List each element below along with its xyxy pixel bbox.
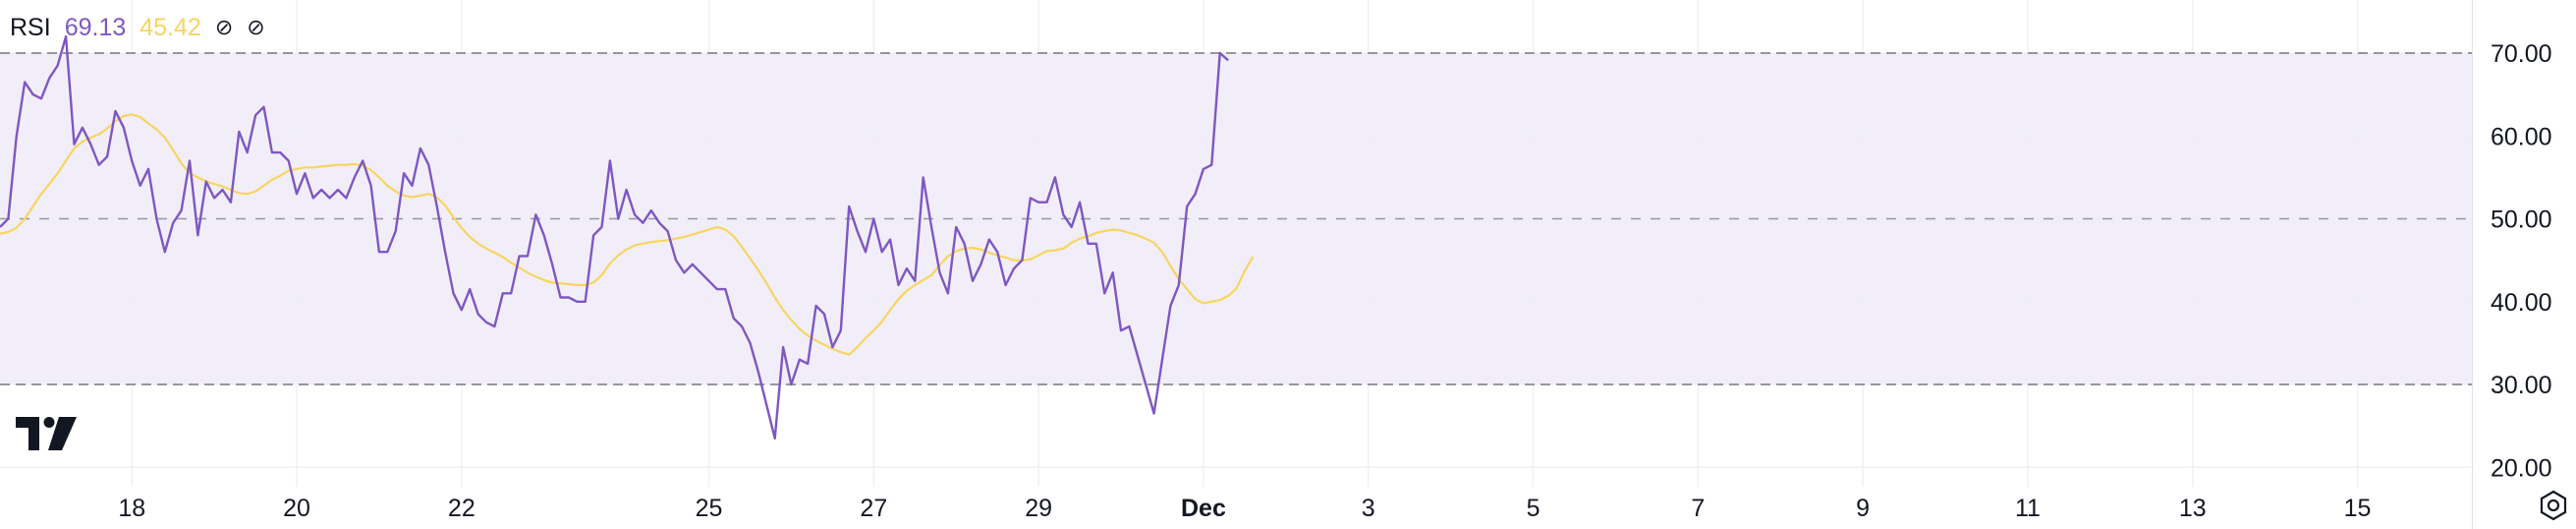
x-tick-label: 5 xyxy=(1527,495,1540,522)
x-tick-label: 11 xyxy=(2015,495,2041,522)
x-tick-label: 29 xyxy=(1025,495,1052,522)
x-tick-label: Dec xyxy=(1181,495,1226,522)
plot-series xyxy=(0,34,1255,440)
x-tick-label: 25 xyxy=(696,495,723,522)
y-tick-label: 30.00 xyxy=(2491,372,2552,399)
x-tick-label: 27 xyxy=(860,495,887,522)
y-tick-label: 60.00 xyxy=(2491,123,2552,150)
y-tick-label: 50.00 xyxy=(2491,206,2552,234)
x-tick-label: 15 xyxy=(2344,495,2372,522)
rsi-ma-value: 45.42 xyxy=(140,13,201,41)
rsi-value: 69.13 xyxy=(64,13,127,41)
indicator-legend[interactable]: RSI 69.13 45.42 ⊘ ⊘ xyxy=(10,8,265,47)
time-axis[interactable]: 18 20 22 25 27 29 Dec 3 5 7 9 11 13 15 xyxy=(118,495,2371,522)
x-tick-label: 13 xyxy=(2179,495,2207,522)
y-tick-label: 70.00 xyxy=(2491,40,2552,68)
rsi-band-fill xyxy=(0,53,2472,384)
x-tick-label: 22 xyxy=(448,495,476,522)
indicator-title[interactable]: RSI xyxy=(10,13,51,41)
x-tick-label: 7 xyxy=(1691,495,1705,522)
settings-gear-icon[interactable] xyxy=(2537,489,2570,527)
tradingview-logo-icon[interactable] xyxy=(16,417,77,455)
x-tick-label: 9 xyxy=(1856,495,1870,522)
rsi-ma-line xyxy=(0,113,1255,356)
price-axis[interactable]: 70.00 60.00 50.00 40.00 30.00 20.00 xyxy=(2491,40,2552,482)
x-tick-label: 18 xyxy=(118,495,145,522)
y-tick-label: 40.00 xyxy=(2491,289,2552,317)
x-tick-label: 20 xyxy=(283,495,310,522)
band-level-lines xyxy=(0,52,2472,385)
x-tick-label: 3 xyxy=(1362,495,1375,522)
visibility-off-icon[interactable]: ⊘ xyxy=(214,15,234,39)
y-tick-label: 20.00 xyxy=(2491,454,2552,482)
rsi-line xyxy=(0,34,1229,440)
visibility-off-icon[interactable]: ⊘ xyxy=(247,15,265,39)
